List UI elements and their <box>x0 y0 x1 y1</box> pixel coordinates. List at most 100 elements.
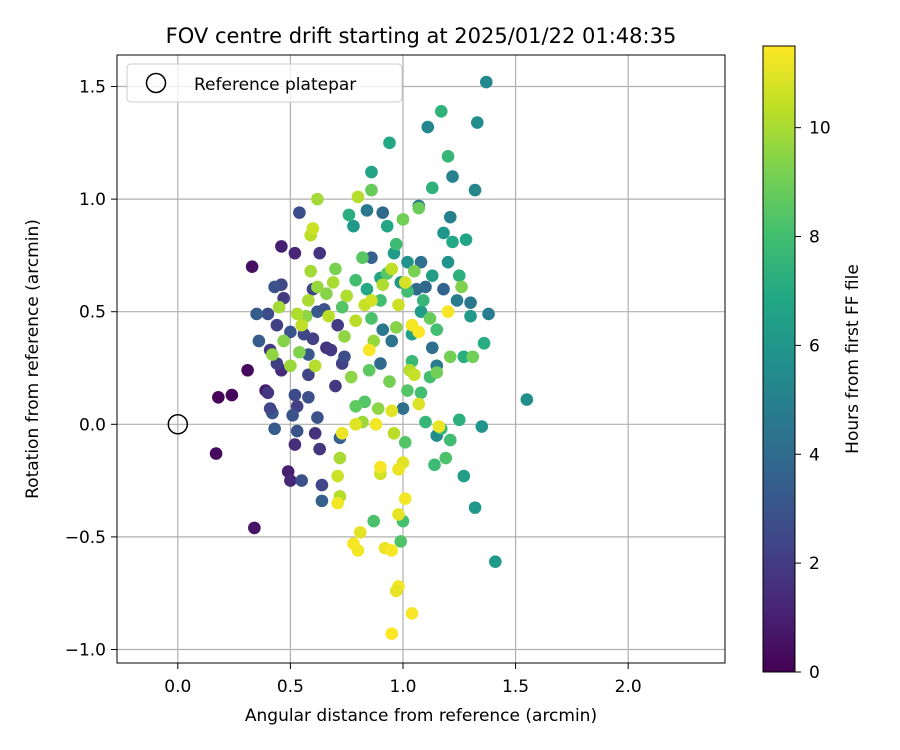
scatter-point <box>376 206 390 219</box>
scatter-point <box>295 474 308 487</box>
y-tick-label: −1.0 <box>65 640 106 660</box>
scatter-point <box>261 307 275 321</box>
scatter-point <box>398 436 412 449</box>
scatter-point <box>311 280 324 294</box>
scatter-point <box>329 262 342 276</box>
scatter-point <box>342 208 356 222</box>
scatter-point <box>333 451 347 465</box>
x-axis-label: Angular distance from reference (arcmin) <box>245 706 597 726</box>
scatter-point <box>394 535 408 548</box>
scatter-point <box>302 294 315 307</box>
scatter-point <box>353 526 367 539</box>
scatter-point <box>430 366 444 379</box>
scatter-point <box>295 318 308 332</box>
scatter-point <box>468 183 482 197</box>
scatter-point <box>302 390 315 404</box>
scatter-point <box>347 537 360 550</box>
scatter-point <box>308 427 322 440</box>
scatter-point <box>380 219 394 233</box>
scatter-point <box>331 469 344 483</box>
scatter-point <box>421 120 435 134</box>
scatter-point <box>266 348 279 361</box>
scatter-point <box>241 363 254 377</box>
scatter-point <box>245 260 259 273</box>
scatter-point <box>416 294 430 307</box>
scatter-point <box>389 321 403 334</box>
colorbar-ticks: 0 2 4 6 8 10 <box>795 119 831 683</box>
scatter-point <box>371 402 385 415</box>
scatter-point <box>459 233 473 246</box>
scatter-point <box>446 170 459 183</box>
colorbar-tick-label: 2 <box>809 554 820 574</box>
y-tick-label: −0.5 <box>65 528 106 548</box>
scatter-point <box>331 318 344 332</box>
scatter-point <box>365 165 378 179</box>
scatter-point <box>450 294 464 307</box>
scatter-point <box>425 269 439 282</box>
scatter-point <box>376 278 390 291</box>
scatter-point <box>489 555 502 568</box>
scatter-point <box>293 345 306 359</box>
scatter-point <box>443 433 457 447</box>
scatter-point <box>425 341 439 355</box>
scatter-point <box>464 309 477 323</box>
scatter-point <box>383 136 396 150</box>
scatter-point <box>401 255 414 269</box>
scatter-point <box>392 298 405 312</box>
chart-title: FOV centre drift starting at 2025/01/22 … <box>166 24 677 48</box>
legend-box <box>126 63 403 103</box>
scatter-point <box>520 393 534 406</box>
scatter-point <box>351 190 365 204</box>
scatter-point <box>306 222 320 235</box>
scatter-point <box>389 584 403 598</box>
y-tick-label: 1.5 <box>79 78 106 98</box>
scatter-point <box>365 312 378 325</box>
scatter-point <box>439 451 453 465</box>
colorbar <box>762 45 796 673</box>
scatter-point <box>347 219 360 233</box>
scatter-point <box>349 418 362 431</box>
scatter-point <box>284 359 297 373</box>
scatter-point <box>304 264 317 278</box>
scatter-point <box>320 287 333 300</box>
scatter-point <box>437 226 450 240</box>
scatter-point <box>385 404 399 418</box>
scatter-point <box>362 343 376 357</box>
scatter-point <box>349 273 362 287</box>
scatter-point <box>434 104 448 118</box>
scatter-point <box>407 368 421 382</box>
scatter-point <box>414 255 428 269</box>
scatter-point <box>412 325 426 339</box>
scatter-point <box>344 370 358 384</box>
scatter-point <box>432 420 446 433</box>
scatter-point <box>466 350 480 364</box>
scatter-point <box>475 420 489 433</box>
scatter-point <box>313 246 326 260</box>
scatter-point <box>398 276 412 289</box>
scatter-point <box>385 334 399 348</box>
scatter-point <box>311 411 324 424</box>
scatter-point <box>284 474 297 487</box>
scatter-point <box>480 75 493 89</box>
scatter-point <box>407 264 421 278</box>
points-layer <box>209 75 534 641</box>
scatter-point <box>430 323 444 337</box>
scatter-point <box>338 330 351 343</box>
scatter-point <box>365 183 378 197</box>
scatter-point <box>288 438 302 451</box>
tick-layer: 0.0 0.5 1.0 1.5 2.0 1.5 1.0 0.5 0.0 −0.5 −1.0 <box>65 78 642 697</box>
scatter-point <box>340 289 353 303</box>
scatter-point <box>367 514 381 528</box>
legend-label: Reference platepar <box>194 75 356 95</box>
scatter-point <box>290 307 304 321</box>
plot-area <box>117 55 725 663</box>
reference-platepar-marker <box>167 414 189 435</box>
colorbar-tick-label: 4 <box>809 445 820 465</box>
x-tick-label: 0.0 <box>164 677 191 697</box>
scatter-point <box>286 408 299 422</box>
scatter-point <box>477 336 491 350</box>
scatter-point <box>374 460 387 474</box>
colorbar-label: Hours from first FF file <box>843 264 863 454</box>
scatter-point <box>362 363 376 377</box>
